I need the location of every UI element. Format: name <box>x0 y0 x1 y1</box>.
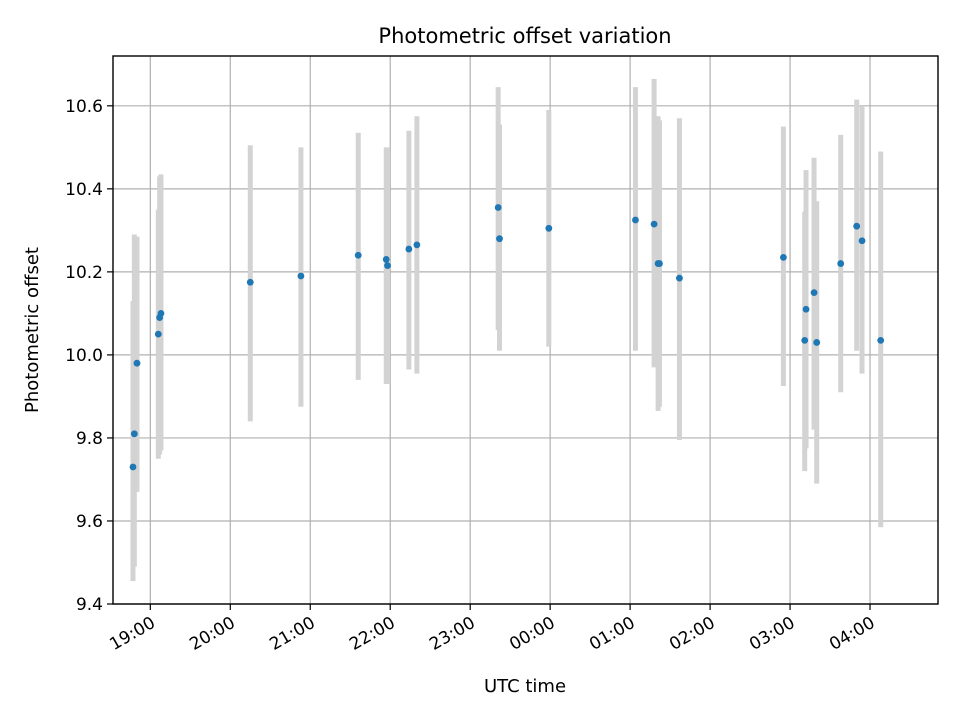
data-point <box>632 216 639 224</box>
data-point <box>858 237 866 245</box>
x-tick-label: 21:00 <box>266 613 318 655</box>
data-point <box>813 339 821 346</box>
x-tick-label: 00:00 <box>506 613 558 655</box>
data-points <box>129 204 885 471</box>
x-tick-label: 01:00 <box>586 613 638 655</box>
y-axis: 9.4 9.6 9.8 10.0 10.2 10.4 10.6 <box>65 97 113 615</box>
y-axis-label: Photometric offset <box>22 247 43 413</box>
x-tick-label: 02:00 <box>666 613 718 655</box>
data-point <box>133 359 141 367</box>
x-axis-label: UTC time <box>484 676 566 697</box>
data-point <box>157 309 165 317</box>
x-axis: 19:00 20:00 21:00 22:00 23:00 00:00 01:00 02:00… <box>106 604 879 655</box>
chart-title: Photometric offset variation <box>378 24 671 48</box>
data-point <box>154 330 162 338</box>
y-tick-label: 10.6 <box>65 97 103 117</box>
data-point <box>837 260 845 267</box>
error-bars <box>130 78 884 582</box>
data-point <box>779 253 787 261</box>
x-tick-label: 20:00 <box>186 613 238 655</box>
data-point <box>413 241 421 249</box>
x-tick-label: 04:00 <box>826 613 878 655</box>
data-point <box>877 336 885 344</box>
y-tick-label: 9.6 <box>76 512 103 532</box>
data-point <box>129 463 137 471</box>
data-point <box>246 278 254 286</box>
data-point <box>494 204 502 211</box>
data-point <box>676 274 683 282</box>
data-point <box>297 272 305 280</box>
data-point <box>650 220 658 228</box>
x-tick-label: 19:00 <box>106 613 158 655</box>
data-point <box>853 222 861 230</box>
data-point <box>810 289 818 297</box>
y-tick-label: 10.0 <box>65 346 103 366</box>
data-point <box>382 256 390 263</box>
y-tick-label: 9.8 <box>76 429 103 449</box>
data-point <box>354 251 362 259</box>
x-tick-label: 22:00 <box>346 613 398 655</box>
data-point <box>130 430 138 438</box>
data-point <box>802 305 810 313</box>
plot-frame <box>112 55 939 605</box>
x-tick-label: 03:00 <box>746 613 798 655</box>
data-point <box>405 245 413 253</box>
data-point <box>801 336 809 344</box>
data-point <box>384 262 391 270</box>
data-point <box>496 235 503 243</box>
x-tick-label: 23:00 <box>426 613 478 655</box>
data-point <box>545 224 553 232</box>
y-tick-label: 9.4 <box>76 595 103 615</box>
data-point <box>656 260 663 267</box>
y-tick-label: 10.4 <box>65 180 103 200</box>
y-tick-label: 10.2 <box>65 263 103 283</box>
